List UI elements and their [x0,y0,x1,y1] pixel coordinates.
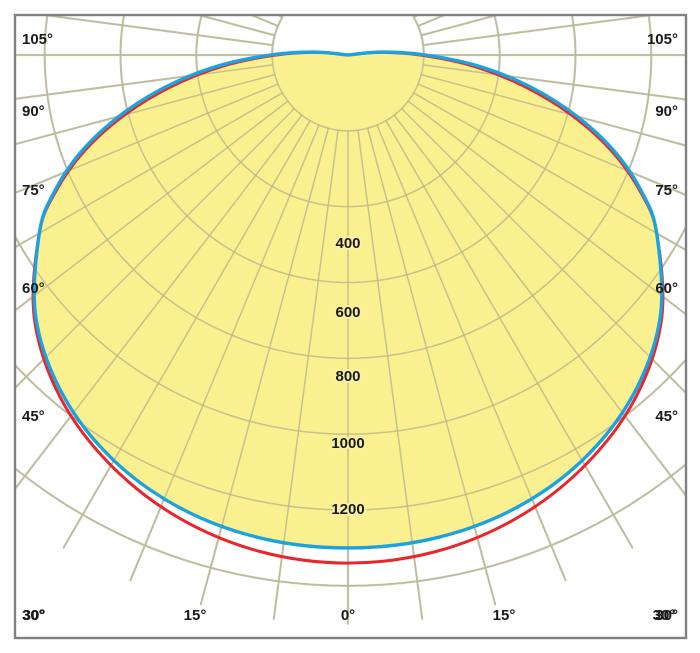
angle-label-left-2: 75° [22,182,45,199]
angle-label-bottom-2: 0° [341,607,355,624]
angle-label-right-5: 30° [655,607,678,624]
angle-label-right-0: 105° [647,31,678,48]
grid-ray-over--7.5 [273,129,339,620]
grid-ray-over--75 [15,73,276,146]
grid-ray-over-75 [420,73,686,147]
grid-ray-over--22.5 [129,124,320,582]
grid-ray-over-52.5 [407,100,686,316]
grid-ray-over--45 [15,107,296,390]
grid-ray-over-112.5 [417,15,447,27]
radial-tick-halo-4: 1200 [331,501,364,518]
angle-label-bottom-3: 15° [493,607,516,624]
radial-tick-label-4: 1200 [331,501,364,518]
angular-grid-rays-over-fill [15,15,686,625]
grid-ray--112.5 [248,15,280,28]
distribution-curves [15,15,686,625]
radial-tick-halo-3: 1000 [331,435,364,452]
angle-label-left-1: 90° [22,103,45,120]
angle-label-bottom-4: 30° [653,607,676,624]
grid-ray-112.5 [416,15,448,28]
grid-ray-over-22.5 [376,124,567,582]
angle-label-right-3: 60° [655,280,678,297]
angle-tick-labels: 105°90°75°60°45°30°105°90°75°60°45°30°30… [22,31,678,624]
chart-frame [13,13,688,640]
radial-tick-label-3: 1000 [331,435,364,452]
angle-label-bottom-1: 15° [184,607,207,624]
angle-label-left-3: 60° [22,280,45,297]
angle-label-right-2: 75° [655,182,678,199]
grid-ray-over--52.5 [15,100,289,312]
radial-tick-halo-2: 800 [335,368,360,385]
grid-ray-over-37.5 [393,114,686,497]
curve-c90-c270 [32,50,664,550]
radial-tick-label-2: 800 [335,368,360,385]
radial-tick-halo-0: 400 [335,235,360,252]
grid-ray-over-60 [412,92,686,252]
grid-ray-over--37.5 [15,114,303,491]
grid-ray-over--30 [62,119,311,549]
grid-ray-over--112.5 [249,15,279,27]
angle-label-left-5: 30° [22,607,45,624]
angle-label-bottom-0: 30° [23,607,46,624]
angle-label-right-4: 45° [655,408,678,425]
angle-label-left-0: 105° [22,31,53,48]
radial-tick-halo-1: 600 [335,304,360,321]
angle-label-left-4: 45° [22,408,45,425]
grid-ray-over-7.5 [357,129,423,620]
curve-c0-c180 [31,50,665,565]
grid-ray-over-30 [385,119,634,549]
radial-tick-label-0: 400 [335,235,360,252]
angle-label-right-1: 90° [655,103,678,120]
grid-ray-over-97.5 [422,15,658,46]
grid-ray-over-45 [400,107,686,395]
grid-ray-over--67.5 [15,83,279,194]
grid-ray-over--97.5 [38,15,274,46]
grid-ray-over-67.5 [417,83,686,196]
grid-ray-over--60 [15,92,284,249]
radial-tick-label-1: 600 [335,304,360,321]
